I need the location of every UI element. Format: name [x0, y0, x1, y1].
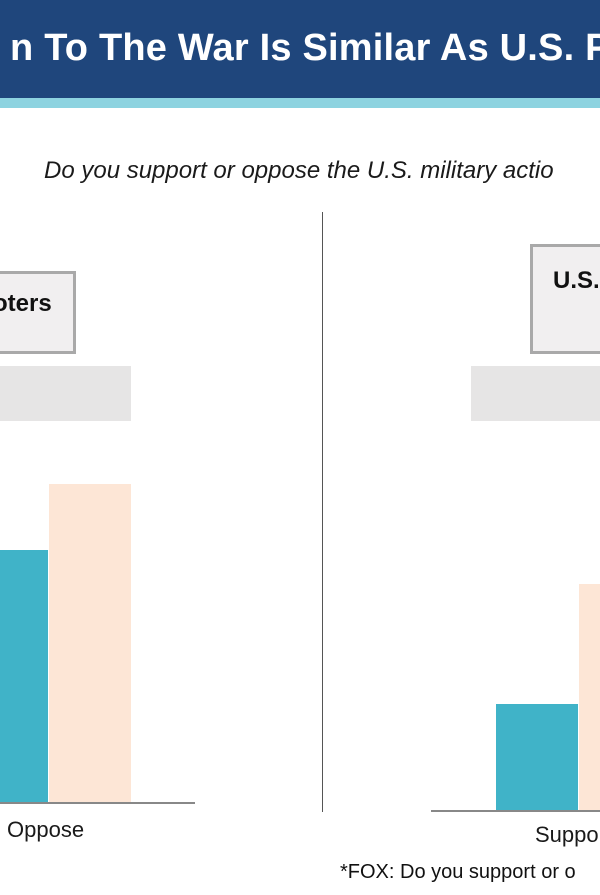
- right-bar-secondary: [579, 584, 600, 810]
- left-bar-primary: [0, 550, 48, 802]
- title-banner: n To The War Is Similar As U.S. P: [0, 0, 600, 98]
- title-text: To The War Is Similar As U.S. P: [44, 27, 600, 69]
- right-panel-band: [471, 366, 600, 421]
- right-bar-primary: [496, 704, 578, 810]
- right-panel-label-box: U.S.: [530, 244, 600, 354]
- right-category-label: Suppo: [535, 822, 599, 847]
- footnote: *FOX: Do you support or o: [340, 861, 576, 883]
- title-prefix: n: [10, 27, 34, 69]
- right-x-axis: [431, 810, 600, 812]
- page-title: n To The War Is Similar As U.S. P: [10, 26, 600, 70]
- survey-question: Do you support or oppose the U.S. milita…: [44, 157, 554, 184]
- right-panel-label: U.S.: [553, 267, 600, 294]
- left-panel-band: [0, 366, 131, 421]
- left-category-label: Oppose: [7, 817, 85, 842]
- panel-divider: [322, 212, 323, 812]
- left-bar-secondary: [49, 484, 131, 802]
- banner-stripe: [0, 98, 600, 108]
- left-x-axis: [0, 802, 195, 804]
